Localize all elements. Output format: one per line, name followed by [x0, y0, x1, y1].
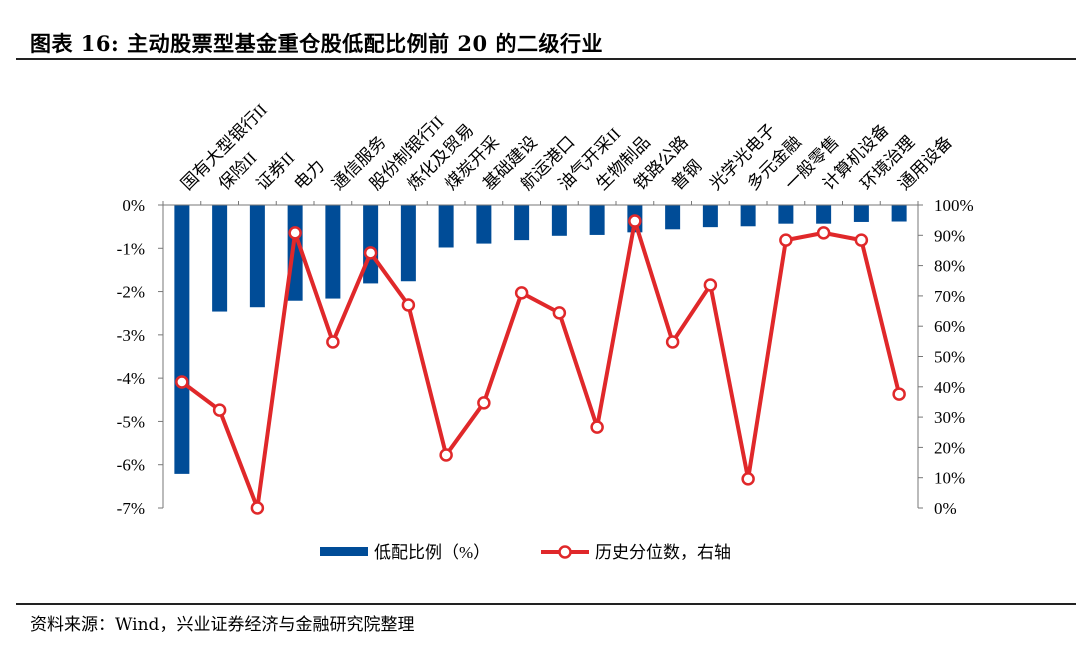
- line-point: [363, 246, 378, 260]
- left-tick-label: -2%: [117, 283, 145, 302]
- right-tick-label: 40%: [934, 378, 965, 397]
- bar: [740, 205, 756, 227]
- line-point: [628, 214, 642, 228]
- line-point: [816, 226, 831, 240]
- line-point: [250, 501, 265, 515]
- line-point: [703, 278, 718, 292]
- bar: [514, 205, 530, 241]
- bar: [778, 205, 794, 224]
- bar: [249, 205, 265, 308]
- line-point: [514, 286, 529, 300]
- line-point: [439, 448, 453, 462]
- right-tick-label: 60%: [934, 317, 965, 336]
- right-tick-label: 80%: [934, 257, 965, 276]
- bar: [589, 205, 605, 235]
- left-tick-label: -5%: [117, 412, 145, 431]
- left-tick-label: -1%: [117, 239, 145, 258]
- bar: [438, 205, 454, 248]
- title-divider: [16, 58, 1076, 60]
- right-tick-label: 90%: [934, 226, 965, 245]
- bar: [816, 205, 832, 224]
- line-point: [892, 387, 906, 401]
- bar: [665, 205, 681, 230]
- bar: [325, 205, 341, 299]
- line-point: [779, 233, 793, 247]
- percentile-line: [180, 219, 902, 510]
- bar: [363, 205, 379, 284]
- left-tick-label: -4%: [117, 369, 145, 388]
- right-tick-label: 0%: [934, 499, 957, 518]
- bar: [174, 205, 190, 474]
- line-point: [552, 306, 567, 320]
- category-label: 证券II: [253, 148, 299, 194]
- source-divider: [16, 603, 1076, 605]
- legend-line-label: 历史分位数，右轴: [595, 543, 731, 562]
- line-point: [401, 298, 416, 312]
- legend-line-marker: [558, 545, 572, 559]
- line-point: [854, 233, 869, 247]
- source-note: 资料来源：Wind，兴业证券经济与金融研究院整理: [30, 615, 415, 635]
- left-tick-label: -3%: [117, 326, 145, 345]
- legend-bar-swatch: [320, 547, 368, 556]
- right-tick-label: 10%: [934, 469, 965, 488]
- line-point: [477, 396, 491, 410]
- bar: [702, 205, 718, 228]
- bar: [891, 205, 907, 222]
- line-point: [326, 335, 340, 349]
- chart-title: 图表 16: 主动股票型基金重仓股低配比例前 20 的二级行业: [30, 31, 603, 56]
- right-tick-label: 100%: [934, 196, 974, 215]
- left-tick-label: -7%: [117, 499, 145, 518]
- right-tick-label: 20%: [934, 438, 965, 457]
- line-point: [741, 472, 755, 486]
- line-point: [590, 420, 604, 434]
- line-point: [288, 226, 302, 240]
- bar: [551, 205, 567, 236]
- right-tick-label: 70%: [934, 287, 965, 306]
- line-point: [212, 403, 227, 417]
- bar: [853, 205, 869, 222]
- right-tick-label: 50%: [934, 348, 965, 367]
- bar: [400, 205, 416, 282]
- line-point: [665, 335, 680, 349]
- left-tick-label: 0%: [122, 196, 145, 215]
- bar: [212, 205, 228, 312]
- left-tick-label: -6%: [117, 456, 145, 475]
- legend-bar-label: 低配比例（%）: [374, 543, 490, 562]
- line-point: [175, 375, 189, 389]
- right-tick-label: 30%: [934, 408, 965, 427]
- bar: [476, 205, 492, 244]
